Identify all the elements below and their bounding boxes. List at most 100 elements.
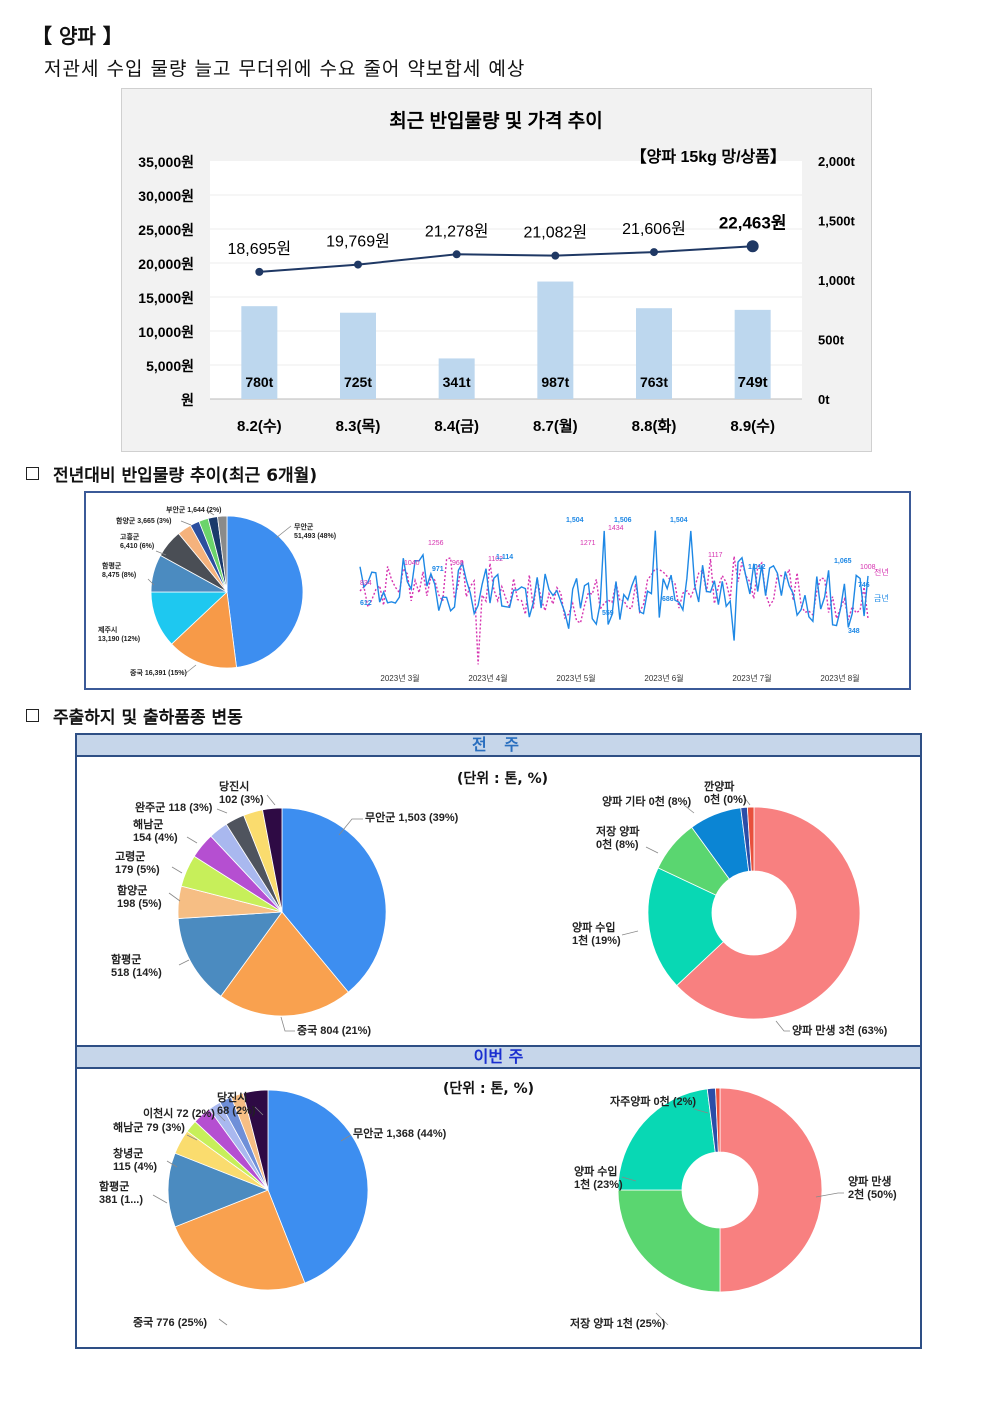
- prev-annotation: 1008: [860, 564, 876, 571]
- curr-annotation: 746: [858, 582, 870, 589]
- x-tick: 8.8(화): [632, 418, 677, 435]
- curr-annotation: 1,065: [834, 558, 852, 565]
- prev-week-unit: (단위 : 톤, %): [457, 771, 549, 787]
- x-tick: 2023년 5월: [556, 673, 595, 683]
- slice-label: 양파 만생 3천 (63%): [792, 1023, 888, 1037]
- curr-annotation: 1,506: [614, 517, 632, 524]
- slice-label: 부안군 1,644 (2%): [166, 505, 222, 514]
- slice-label: 함평군 518 (14%): [111, 952, 162, 979]
- curr-annotation: 686: [662, 596, 674, 603]
- leader-line: [216, 808, 228, 814]
- price-point: [746, 240, 759, 253]
- slice-label: 고흥군 6,410 (6%): [120, 532, 154, 550]
- x-tick: 8.9(수): [730, 418, 775, 435]
- slice-label: 중국 776 (25%): [133, 1316, 207, 1329]
- legend-curr: 금년: [874, 593, 889, 603]
- leader-line: [166, 1160, 178, 1168]
- x-tick: 8.7(월): [533, 418, 578, 435]
- y-left-tick: 35,000원: [138, 154, 194, 170]
- y-right-tick: 500t: [818, 333, 845, 348]
- yoy-panel: 무안군 51,493 (48%) 중국 16,391 (15%) 제주시 13,190 …: [84, 491, 911, 690]
- slice-label: 중국 804 (21%): [297, 1024, 371, 1037]
- pie-slice: [617, 1088, 716, 1191]
- slice-label: 자주양파 0천 (2%): [610, 1094, 696, 1108]
- slice-label: 함평군 8,475 (8%): [102, 561, 136, 579]
- legend-prev: 전년: [874, 567, 889, 577]
- slice-label: 저장 양파 0천 (8%): [596, 824, 640, 851]
- x-tick: 2023년 8월: [820, 673, 859, 683]
- leader-line: [171, 866, 183, 874]
- prev-week-origin-pie: 무안군 1,503 (39%) 중국 804 (21%) 함평군 518 (14%) 함…: [111, 779, 459, 1037]
- price-line: [259, 245, 753, 273]
- x-tick: 2023년 6월: [644, 673, 683, 683]
- pie-slice: [676, 806, 861, 1020]
- x-tick: 2023년 3월: [380, 673, 419, 683]
- price-label: 21,082원: [523, 224, 587, 242]
- pie-slice: [715, 1087, 721, 1153]
- slice-label: 제주시 13,190 (12%): [98, 625, 140, 643]
- slice-label: 양파 기타 0천 (8%): [602, 794, 691, 808]
- pie-slice: [242, 1089, 269, 1191]
- curr-annotation: 1,504: [566, 517, 584, 524]
- volume-label: 987t: [541, 374, 569, 390]
- leader-line: [186, 836, 198, 844]
- leader-line: [218, 1318, 228, 1326]
- pie-slice: [746, 806, 755, 872]
- leader-line: [180, 520, 192, 526]
- volume-label: 725t: [344, 374, 372, 390]
- price-label: 22,463원: [719, 213, 787, 232]
- trend-section-title: 전년대비 반입물량 추이(최근 6개월): [26, 461, 317, 486]
- volume-label: 763t: [640, 374, 668, 390]
- y-right-tick: 0t: [818, 392, 830, 407]
- volume-bar: [636, 308, 672, 399]
- y-left-tick: 원: [181, 392, 194, 408]
- slice-label: 창녕군 115 (4%): [113, 1146, 157, 1173]
- volume-bar: [340, 312, 376, 399]
- yoy-volume-line-chart: 2023년 3월 2023년 4월 2023년 5월 2023년 6월 2023년 7월…: [359, 517, 889, 683]
- weekly-change-panel: 전 주 (단위 : 톤, %) 무안군 1,503 (39%) 중국 804 (2…: [75, 733, 922, 1349]
- prev-annotation: 968: [452, 560, 464, 567]
- prev-annotation: 1117: [708, 552, 723, 559]
- pie-slice: [174, 1189, 306, 1291]
- curr-annotation: 1,114: [496, 554, 513, 561]
- leader-line: [655, 1312, 669, 1326]
- slice-label: 무안군 1,503 (39%): [365, 810, 459, 824]
- y-right-tick: 1,000t: [818, 273, 856, 288]
- price-label: 21,606원: [622, 220, 686, 238]
- curr-annotation: 612: [360, 600, 372, 607]
- prev-annotation: 834: [360, 580, 372, 587]
- x-tick: 8.2(수): [237, 418, 282, 435]
- change-section-title: 주출하지 및 출하품종 변동: [26, 703, 243, 728]
- pie-slice: [167, 1152, 270, 1228]
- slice-label: 양파 수입 1천 (23%): [574, 1164, 623, 1191]
- leader-line: [186, 1134, 198, 1141]
- price-label: 18,695원: [227, 240, 291, 258]
- slice-label: 당진시 102 (3%): [219, 779, 264, 806]
- pie-slice: [217, 515, 228, 593]
- volume-bar: [438, 358, 475, 399]
- volume-bar: [734, 309, 771, 399]
- slice-label: 함양군 198 (5%): [117, 883, 162, 910]
- change-section-label: 주출하지 및 출하품종 변동: [53, 708, 243, 728]
- chart-title: 최근 반입물량 및 가격 추이: [389, 110, 602, 132]
- slice-label: 무안군 51,493 (48%): [294, 522, 336, 540]
- section-heading: 【 양파 】: [32, 24, 123, 48]
- y-left-tick: 10,000원: [138, 324, 194, 340]
- prev-week-band: 전 주: [77, 733, 920, 757]
- y-left-tick: 5,000원: [146, 358, 194, 374]
- market-outlook: 저관세 수입 물량 늘고 무더위에 수요 줄어 약보합세 예상: [44, 58, 526, 80]
- pie-slice: [267, 1089, 369, 1284]
- volume-bar: [537, 281, 574, 399]
- prev-week-variety-donut: 양파 만생 3천 (63%) 양파 수입 1천 (19%) 저장 양파 0천 (8%) 양…: [572, 779, 888, 1037]
- trend-section-label: 전년대비 반입물량 추이(최근 6개월): [53, 466, 318, 486]
- pie-slice: [647, 867, 724, 987]
- x-tick: 2023년 7월: [732, 673, 771, 683]
- x-tick: 8.3(목): [336, 418, 381, 435]
- origin-share-pie: 무안군 51,493 (48%) 중국 16,391 (15%) 제주시 13,190 …: [98, 505, 336, 677]
- slice-label: 함양군 3,665 (3%): [116, 516, 172, 525]
- slice-label: 고령군 179 (5%): [115, 850, 160, 876]
- prev-annotation: 1102: [488, 556, 503, 563]
- pie-slice: [171, 591, 237, 669]
- leader-line: [254, 1106, 264, 1116]
- y-left-tick: 15,000원: [138, 290, 194, 306]
